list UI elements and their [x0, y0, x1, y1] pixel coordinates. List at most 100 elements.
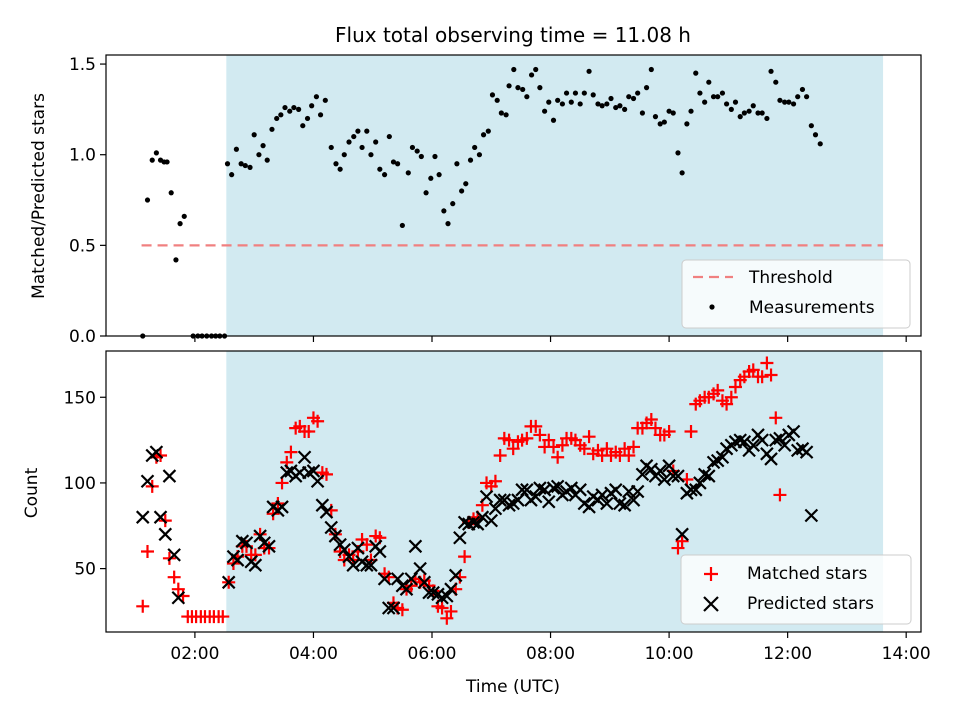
measurement-point	[581, 90, 587, 96]
predicted-star-point	[440, 589, 454, 603]
measurement-point	[278, 112, 284, 118]
measurement-point	[373, 139, 379, 145]
measurement-point	[715, 94, 721, 100]
predicted-star-point	[386, 601, 401, 615]
measurement-point	[643, 85, 650, 91]
measurement-point	[542, 108, 548, 114]
measurement-point	[503, 112, 509, 118]
top-x-ticks	[194, 336, 907, 342]
matched-star-point	[555, 438, 569, 452]
measurement-point	[322, 97, 328, 103]
predicted-star-point	[630, 484, 645, 499]
predicted-star-point	[466, 515, 481, 530]
bottom-y-tick-label: 150	[64, 388, 96, 408]
top-measurement-points	[140, 66, 823, 339]
bottom-panel: 50 100 150 02:00 04:00 06:00 08:00 10:00 12:00 1…	[22, 350, 931, 697]
x-tick-label: 04:00	[289, 644, 338, 664]
predicted-star-point	[777, 438, 792, 453]
measurement-point	[679, 170, 685, 176]
measurement-point	[459, 188, 465, 194]
predicted-star-point	[306, 464, 321, 478]
predicted-star-point	[502, 498, 516, 512]
matched-star-point	[216, 610, 230, 624]
measurement-point	[153, 150, 159, 156]
measurement-point	[622, 106, 628, 112]
top-y-tick-label: 1.0	[69, 146, 96, 166]
matched-star-point	[648, 421, 662, 435]
measurement-point	[786, 99, 792, 105]
measurement-point	[304, 115, 311, 122]
matched-star-point	[671, 541, 685, 555]
predicted-star-point	[262, 539, 276, 554]
measurement-point	[817, 141, 823, 147]
predicted-star-point	[528, 489, 543, 504]
predicted-star-point	[693, 476, 707, 490]
matched-star-point	[311, 414, 325, 428]
measurement-point	[260, 143, 266, 149]
measurement-point	[608, 95, 614, 102]
measurement-point	[693, 70, 699, 76]
measurement-point	[463, 181, 469, 187]
measurement-point	[732, 99, 739, 105]
matched-star-point	[440, 611, 454, 625]
matched-star-point	[711, 383, 725, 397]
legend-predicted-swatch	[703, 596, 719, 612]
matched-star-point	[684, 425, 698, 439]
matched-star-point	[644, 413, 658, 427]
measurement-point	[799, 86, 806, 93]
measurement-point	[359, 144, 365, 151]
measurement-point	[755, 110, 761, 116]
predicted-star-point	[337, 542, 352, 557]
predicted-star-point	[675, 527, 689, 542]
predicted-star-point	[167, 548, 181, 562]
measurement-point	[251, 132, 257, 138]
measurement-point	[559, 101, 566, 107]
measurement-point	[804, 94, 810, 100]
measurement-point	[423, 190, 429, 196]
predicted-star-point	[657, 472, 672, 487]
matched-star-point	[746, 363, 760, 377]
predicted-star-point	[275, 500, 289, 514]
matched-star-point	[140, 544, 154, 558]
measurement-point	[675, 150, 681, 156]
measurement-point	[555, 97, 561, 103]
measurement-point	[684, 121, 690, 127]
predicted-star-point	[140, 474, 155, 488]
measurement-point	[177, 221, 183, 227]
measurement-point	[476, 152, 483, 158]
measurement-point	[256, 152, 262, 158]
predicted-star-point	[475, 510, 490, 524]
bottom-y-axis: 50 100 150	[64, 388, 106, 580]
predicted-star-point	[773, 431, 787, 446]
measurement-point	[399, 222, 405, 229]
measurement-point	[282, 104, 288, 111]
measurement-point	[428, 175, 434, 181]
measurement-point	[450, 201, 456, 207]
matched-star-point	[502, 433, 516, 447]
measurement-point	[328, 144, 334, 151]
measurement-point	[405, 170, 411, 176]
measurement-point	[296, 106, 302, 112]
predicted-star-point	[688, 483, 703, 497]
predicted-star-point	[493, 493, 507, 507]
predicted-star-point	[381, 601, 396, 615]
measurement-point	[238, 161, 244, 167]
measurement-point	[247, 164, 253, 170]
measurement-point	[337, 166, 343, 172]
legend-measurements-label: Measurements	[749, 298, 875, 318]
measurement-point	[777, 97, 783, 103]
measurement-point	[242, 162, 248, 169]
measurement-point	[737, 114, 743, 120]
chart-title: Flux total observing time = 11.08 h	[335, 23, 691, 47]
matched-star-point	[136, 599, 150, 613]
predicted-star-point	[162, 469, 177, 483]
bottom-star-points	[135, 356, 819, 625]
measurement-point	[572, 90, 579, 96]
measurement-point	[441, 208, 447, 214]
x-tick-label: 10:00	[645, 644, 694, 664]
predicted-star-point	[149, 445, 164, 459]
legend-measurements-swatch	[709, 304, 715, 310]
matched-star-point	[724, 390, 738, 404]
matched-star-point	[551, 450, 565, 464]
measurement-point	[368, 152, 374, 158]
